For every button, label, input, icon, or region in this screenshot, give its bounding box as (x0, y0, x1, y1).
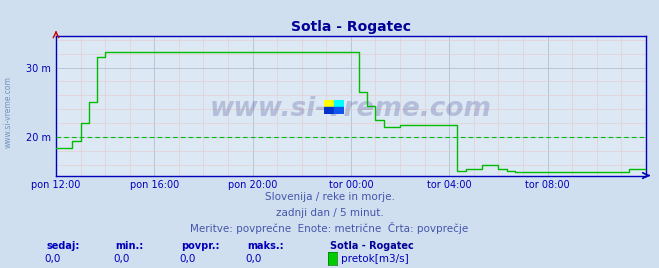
Text: 0,0: 0,0 (246, 254, 262, 264)
Bar (324, 107, 334, 114)
Bar (334, 100, 344, 107)
Text: pretok[m3/s]: pretok[m3/s] (341, 254, 409, 264)
Text: 0,0: 0,0 (114, 254, 130, 264)
Text: Meritve: povprečne  Enote: metrične  Črta: povprečje: Meritve: povprečne Enote: metrične Črta:… (190, 222, 469, 234)
Title: Sotla - Rogatec: Sotla - Rogatec (291, 20, 411, 34)
Text: min.:: min.: (115, 241, 144, 251)
Bar (324, 100, 334, 107)
Text: www.si-vreme.com: www.si-vreme.com (3, 77, 13, 148)
Text: www.si-vreme.com: www.si-vreme.com (210, 96, 492, 122)
Text: Sotla - Rogatec: Sotla - Rogatec (330, 241, 413, 251)
Bar (334, 107, 344, 114)
Text: zadnji dan / 5 minut.: zadnji dan / 5 minut. (275, 208, 384, 218)
Text: Slovenija / reke in morje.: Slovenija / reke in morje. (264, 192, 395, 202)
Text: povpr.:: povpr.: (181, 241, 219, 251)
Text: 0,0: 0,0 (180, 254, 196, 264)
Text: sedaj:: sedaj: (46, 241, 80, 251)
Text: maks.:: maks.: (247, 241, 284, 251)
Text: 0,0: 0,0 (45, 254, 61, 264)
